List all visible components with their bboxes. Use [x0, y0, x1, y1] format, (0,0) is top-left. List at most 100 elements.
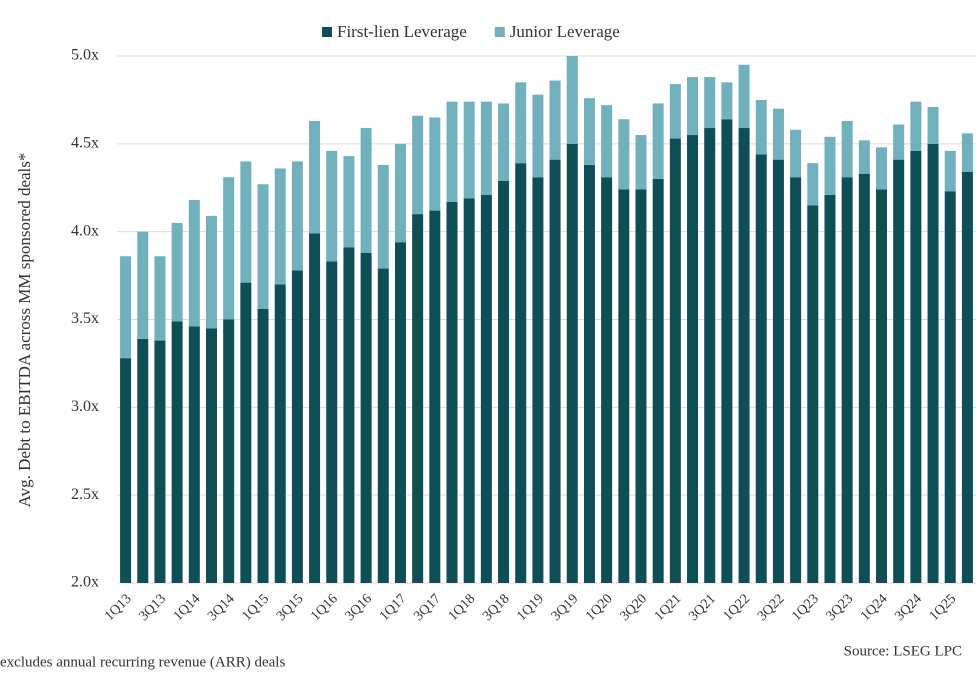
bar-segment — [910, 101, 922, 151]
bar-segment — [309, 120, 321, 234]
y-tick-label: 4.0x — [71, 222, 99, 239]
x-tick-label: 1Q25 — [927, 591, 960, 624]
bar-segment — [120, 256, 132, 359]
x-tick-label: 1Q15 — [240, 591, 273, 624]
bar-segment — [738, 128, 750, 584]
bar-segment — [738, 64, 750, 129]
bar-segment — [377, 268, 389, 583]
x-tick-label: 3Q15 — [274, 591, 307, 624]
bar-segment — [669, 138, 681, 583]
legend-label: Junior Leverage — [510, 22, 620, 41]
bar-segment — [652, 178, 664, 583]
bar-segment — [772, 159, 784, 584]
bar-segment — [721, 119, 733, 584]
bar-segment — [618, 189, 630, 584]
source: Source: LSEG LPC — [844, 643, 962, 659]
x-tick-label: 1Q24 — [858, 591, 891, 624]
bar-segment — [343, 247, 355, 583]
bar-segment — [463, 198, 475, 584]
x-tick-label: 3Q23 — [824, 591, 857, 624]
x-tick-label: 3Q17 — [411, 591, 444, 624]
bar-segment — [446, 201, 458, 583]
bar-segment — [480, 101, 492, 195]
x-tick-label: 1Q18 — [446, 591, 479, 624]
bar-segment — [772, 108, 784, 160]
bar-segment — [498, 180, 510, 583]
bar-segment — [601, 105, 613, 178]
bar-segment — [429, 117, 441, 211]
bar-segment — [326, 261, 338, 583]
bar-segment — [240, 282, 252, 583]
bar-segment — [205, 215, 217, 329]
bar-segment — [566, 56, 578, 144]
x-tick-label: 3Q13 — [136, 591, 169, 624]
bar-segment — [687, 135, 699, 584]
bar-segment — [343, 156, 355, 248]
bar-segment — [652, 103, 664, 179]
bar-segment — [412, 115, 424, 215]
y-tick-label: 2.0x — [71, 574, 99, 591]
bar-segment — [446, 101, 458, 202]
bar-segment — [532, 94, 544, 178]
x-tick-label: 1Q20 — [583, 591, 616, 624]
bar-segment — [188, 326, 200, 583]
x-tick-label: 3Q21 — [686, 591, 719, 624]
y-axis-label: Avg. Debt to EBITDA across MM sponsored … — [15, 153, 34, 508]
bar-segment — [961, 133, 973, 172]
bar-segment — [463, 101, 475, 199]
bar-segment — [704, 128, 716, 584]
bar-segment — [515, 163, 527, 583]
x-tick-label: 3Q16 — [343, 591, 376, 624]
bar-segment — [291, 161, 303, 271]
bar-segment — [188, 200, 200, 327]
bar-segment — [687, 77, 699, 136]
legend-label: First-lien Leverage — [337, 22, 467, 41]
bar-segment — [704, 77, 716, 129]
bar-segment — [154, 340, 166, 583]
bar-segment — [360, 128, 372, 253]
bar-segment — [635, 135, 647, 190]
bar-segment — [944, 150, 956, 192]
bar-segment — [274, 168, 286, 285]
x-tick-label: 3Q20 — [617, 591, 650, 624]
x-tick-label: 3Q14 — [205, 591, 238, 624]
bar-segment — [858, 173, 870, 584]
bar-segment — [790, 177, 802, 583]
bar-segment — [120, 358, 132, 583]
bar-segment — [755, 99, 767, 155]
bar-segment — [858, 140, 870, 174]
x-tick-label: 1Q17 — [377, 591, 410, 624]
bar-segment — [721, 82, 733, 120]
y-tick-label: 3.5x — [71, 310, 99, 327]
y-tick-label: 2.5x — [71, 486, 99, 503]
bar-segment — [583, 98, 595, 165]
bar-segment — [944, 191, 956, 583]
x-tick-label: 3Q24 — [892, 591, 925, 624]
bar-segment — [824, 194, 836, 583]
x-tick-label: 1Q13 — [102, 591, 135, 624]
bar-segment — [171, 222, 183, 322]
bar-segment — [429, 210, 441, 583]
y-tick-label: 5.0x — [71, 47, 99, 64]
bar-segment — [807, 205, 819, 584]
bar-segment — [910, 150, 922, 584]
bar-segment — [549, 80, 561, 160]
legend-swatch — [494, 27, 505, 37]
x-tick-label: 3Q22 — [755, 591, 788, 624]
bar-segment — [927, 106, 939, 144]
bar-segment — [618, 119, 630, 190]
bar-segment — [377, 164, 389, 269]
bar-segment — [893, 159, 905, 584]
y-tick-label: 3.0x — [71, 398, 99, 415]
bar-segment — [360, 252, 372, 583]
bar-segment — [961, 171, 973, 583]
bar-segment — [755, 154, 767, 583]
x-tick-label: 1Q16 — [308, 591, 341, 624]
bar-segment — [240, 161, 252, 283]
bar-segment — [412, 214, 424, 583]
bar-segment — [927, 143, 939, 584]
x-tick-label: 1Q23 — [789, 591, 822, 624]
bar-segment — [274, 284, 286, 583]
x-tick-label: 3Q18 — [480, 591, 513, 624]
bar-segment — [257, 308, 269, 583]
